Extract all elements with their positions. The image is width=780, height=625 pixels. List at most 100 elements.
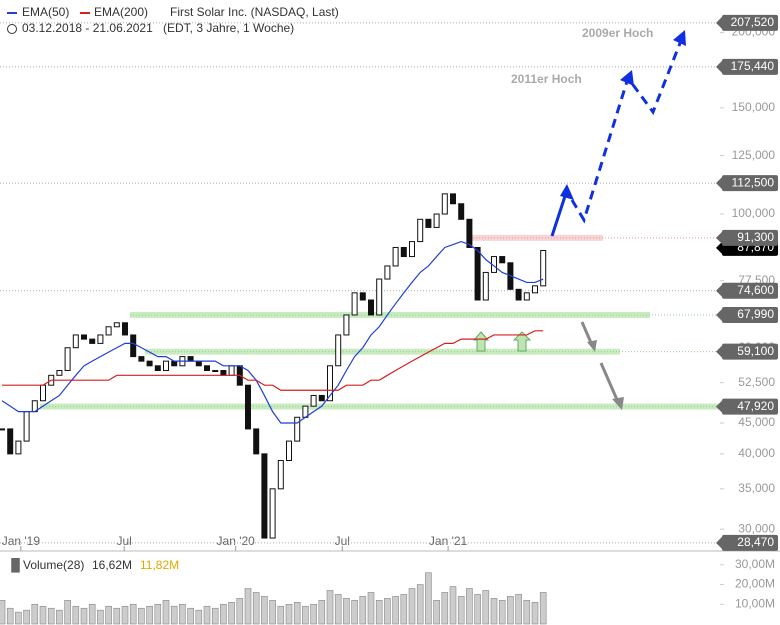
volume-bar: [408, 588, 416, 625]
volume-bar: [507, 596, 514, 625]
price-box: [722, 58, 778, 75]
candle: [351, 292, 358, 316]
clock-icon: [7, 24, 17, 34]
volume-tick-label: 10,00M: [735, 596, 775, 610]
up-arrow-icon: [512, 331, 532, 352]
candle: [138, 356, 145, 362]
volume-bar: [318, 600, 326, 625]
price-label: 28,470: [737, 535, 774, 549]
price-box: [722, 398, 778, 415]
volume-bar: [310, 603, 317, 625]
volume-bar: [179, 603, 186, 625]
candle: [113, 322, 120, 328]
volume-bar: [466, 588, 473, 625]
price-box-pointer: [716, 231, 722, 244]
volume-bar: [277, 605, 285, 625]
candle: [15, 440, 22, 455]
volume-bar: [23, 609, 30, 625]
candle: [384, 265, 391, 280]
volume-bar: [187, 607, 194, 625]
candle: [64, 347, 71, 372]
volume-bar: [88, 603, 96, 625]
volume-bar: [121, 605, 129, 625]
volume-bar: [359, 596, 367, 625]
volume-bar: [498, 600, 506, 625]
legend-ema50: EMA(50): [22, 5, 69, 19]
candle: [318, 394, 325, 402]
x-tick-label: Jul: [117, 534, 132, 548]
volume-bar: [515, 594, 522, 625]
volume-bar: [523, 600, 531, 625]
volume-bar: [285, 603, 293, 625]
arrowhead: [620, 70, 634, 86]
candle: [212, 370, 219, 373]
volume-bar: [31, 603, 39, 625]
y-tick-label: 100,000: [732, 206, 776, 220]
volume-bar: [154, 603, 162, 625]
candle: [72, 334, 79, 349]
arrowhead: [587, 340, 597, 352]
volume-bar: [302, 605, 309, 625]
volume-bar: [392, 596, 399, 625]
volume-bar: [105, 605, 112, 625]
volume-bar: [269, 600, 276, 625]
price-label: 74,600: [737, 283, 774, 297]
volume-bar: [351, 600, 358, 625]
legend-ema200: EMA(200): [94, 5, 148, 19]
volume-bar: [482, 590, 490, 625]
price-box-pointer: [716, 16, 722, 29]
volume-bar: [39, 605, 47, 625]
volume-last: 16,62M: [92, 558, 132, 572]
volume-bar: [531, 602, 539, 625]
y-tick-label: 150,000: [732, 100, 776, 114]
chart-subtitle: 03.12.2018 - 21.06.2021: [22, 21, 153, 35]
candle: [195, 360, 202, 367]
up-arrow-icon: [472, 331, 490, 352]
price-label: 112,500: [732, 175, 775, 189]
volume-bar: [400, 594, 408, 625]
volume-bar: [441, 592, 449, 625]
volume-bar: [293, 602, 301, 625]
volume-label: Volume(28): [23, 558, 84, 572]
volume-bar: [326, 590, 334, 625]
volume-bar: [474, 594, 481, 625]
volume-bar: [97, 609, 104, 625]
volume-tick-label: 20,00M: [735, 577, 775, 591]
y-tick-label: 52,500: [738, 375, 775, 389]
candle: [523, 292, 530, 301]
candle: [228, 365, 235, 376]
candle: [466, 218, 473, 248]
volume-bar: [416, 584, 424, 625]
ema-line: [1, 240, 544, 424]
price-box-pointer: [716, 536, 722, 549]
volume-bar: [539, 592, 547, 625]
candle: [269, 488, 276, 539]
price-box: [722, 307, 778, 324]
volume-bar: [47, 607, 55, 625]
volume-bar: [15, 611, 22, 625]
volume-bar: [334, 594, 342, 625]
candle: [253, 428, 260, 455]
volume-avg: 11,82M: [140, 558, 179, 572]
price-box-pointer: [716, 345, 722, 358]
volume-bar: [162, 600, 170, 625]
candle: [499, 256, 506, 264]
volume-bar: [490, 598, 498, 625]
volume-bar: [6, 607, 14, 625]
candle: [97, 334, 104, 344]
volume-bar: [384, 598, 391, 625]
arrowhead: [612, 397, 624, 410]
candle: [171, 360, 178, 367]
annotation: 2009er Hoch: [582, 26, 653, 40]
candle: [335, 334, 342, 367]
volume-bar: [72, 605, 80, 625]
volume-bar: [220, 603, 227, 625]
volume-bar: [236, 598, 244, 625]
volume-bar: [375, 600, 383, 625]
volume-bar: [138, 607, 145, 625]
volume-bar: [113, 607, 121, 625]
price-box-pointer: [716, 400, 722, 413]
price-box: [722, 343, 778, 360]
price-box: [722, 534, 778, 551]
